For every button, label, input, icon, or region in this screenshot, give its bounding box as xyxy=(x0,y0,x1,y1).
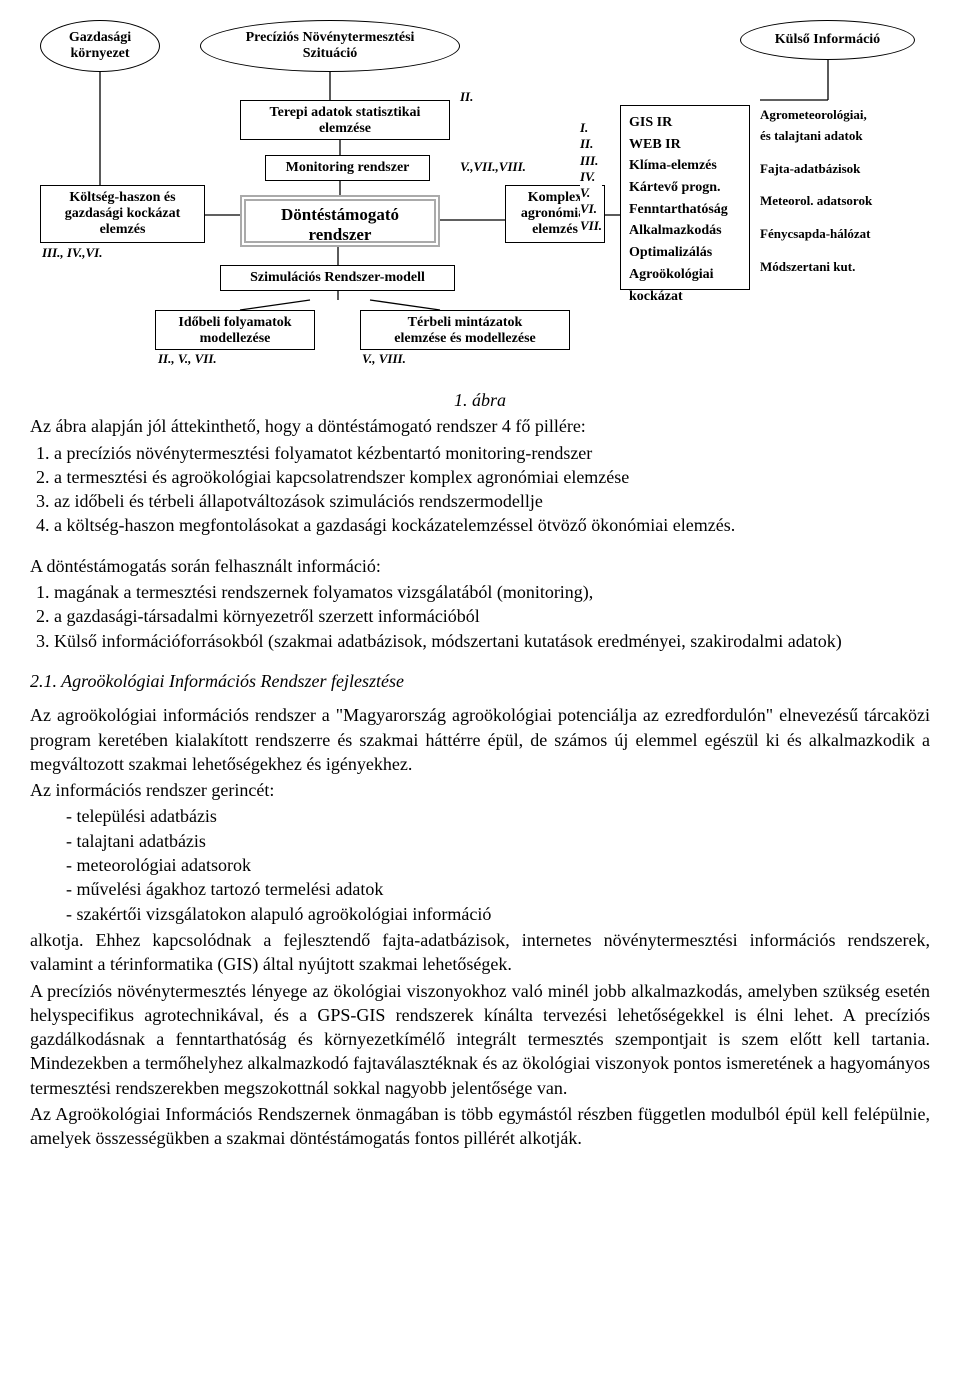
para-2: Az információs rendszer gerincét: xyxy=(30,778,930,802)
list-item: - települési adatbázis xyxy=(66,804,930,828)
anno-iii-iv-vi: III., IV.,VI. xyxy=(42,246,102,261)
list-item: a gazdasági-társadalmi környezetről szer… xyxy=(54,604,930,628)
backbone-list: - települési adatbázis - talajtani adatb… xyxy=(66,804,930,925)
node-dss: Döntéstámogatórendszer xyxy=(240,195,440,247)
list-item: a költség-haszon megfontolásokat a gazda… xyxy=(54,513,930,537)
list-item: - művelési ágakhoz tartozó termelési ada… xyxy=(66,877,930,901)
figure-caption: 1. ábra xyxy=(30,388,930,412)
external-info-list: Agrometeorológiai,és talajtani adatokFaj… xyxy=(760,105,872,290)
node-koltseg: Költség-haszon ésgazdasági kockázatelemz… xyxy=(40,185,205,243)
node-szimulacio: Szimulációs Rendszer-modell xyxy=(220,265,455,291)
anno-roman-stack: I.II.III.IV.V.VI.VII. xyxy=(580,120,602,234)
node-gazdasagi: Gazdaságikörnyezet xyxy=(40,20,160,72)
list-item: - talajtani adatbázis xyxy=(66,829,930,853)
info-list: magának a termesztési rendszernek folyam… xyxy=(30,580,930,653)
node-gis-box: GIS IRWEB IRKlíma-elemzésKártevő progn.F… xyxy=(620,105,750,290)
anno-v-viii: V., VIII. xyxy=(362,352,406,367)
node-monitor: Monitoring rendszer xyxy=(265,155,430,181)
node-kulso-info: Külső Információ xyxy=(740,20,915,60)
node-terepi: Terepi adatok statisztikaielemzése xyxy=(240,100,450,140)
para-3: alkotja. Ehhez kapcsolódnak a fejleszten… xyxy=(30,928,930,977)
node-idobeli: Időbeli folyamatokmodellezése xyxy=(155,310,315,350)
pillars-intro: Az ábra alapján jól áttekinthető, hogy a… xyxy=(30,414,930,438)
node-terbeli: Térbeli mintázatokelemzése és modellezés… xyxy=(360,310,570,350)
list-item: magának a termesztési rendszernek folyam… xyxy=(54,580,930,604)
list-item: az időbeli és térbeli állapotváltozások … xyxy=(54,489,930,513)
para-1: Az agroökológiai információs rendszer a … xyxy=(30,703,930,776)
list-item: a termesztési és agroökológiai kapcsolat… xyxy=(54,465,930,489)
anno-v-vii-viii: V.,VII.,VIII. xyxy=(460,160,526,175)
list-item: - szakértői vizsgálatokon alapuló agroök… xyxy=(66,902,930,926)
list-item: Külső információforrásokból (szakmai ada… xyxy=(54,629,930,653)
pillars-list: a precíziós növénytermesztési folyamatot… xyxy=(30,441,930,538)
anno-ii-v-vii: II., V., VII. xyxy=(158,352,217,367)
list-item: a precíziós növénytermesztési folyamatot… xyxy=(54,441,930,465)
para-4: A precíziós növénytermesztés lényege az … xyxy=(30,979,930,1100)
system-diagram: Gazdaságikörnyezet Precíziós Növényterme… xyxy=(40,20,920,380)
info-head: A döntéstámogatás során felhasznált info… xyxy=(30,554,930,578)
para-5: Az Agroökológiai Információs Rendszernek… xyxy=(30,1102,930,1151)
anno-ii: II. xyxy=(460,90,473,105)
section-2-1-head: 2.1. Agroökológiai Információs Rendszer … xyxy=(30,669,930,693)
node-precizios: Precíziós NövénytermesztésiSzituáció xyxy=(200,20,460,72)
list-item: - meteorológiai adatsorok xyxy=(66,853,930,877)
